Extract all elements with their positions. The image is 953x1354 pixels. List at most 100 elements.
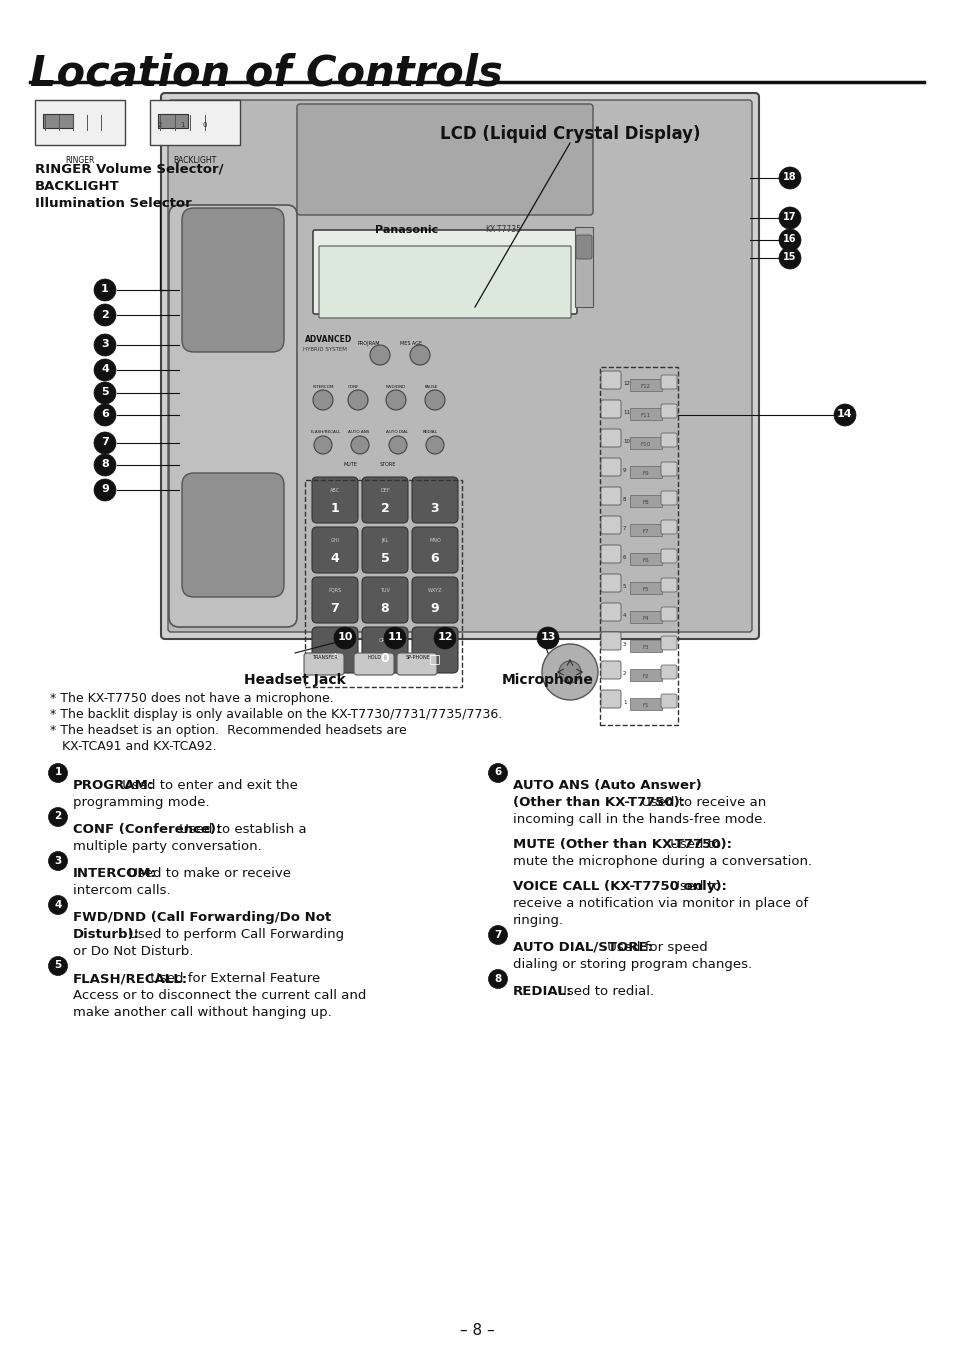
Text: 1: 1 bbox=[180, 122, 184, 129]
Text: 7: 7 bbox=[622, 525, 626, 531]
Text: 4: 4 bbox=[622, 613, 626, 617]
Text: F9: F9 bbox=[642, 471, 649, 477]
Circle shape bbox=[94, 334, 116, 356]
Circle shape bbox=[370, 345, 390, 366]
Text: *: * bbox=[332, 653, 338, 665]
Text: REDIAL: REDIAL bbox=[422, 431, 437, 435]
Text: Used to establish a: Used to establish a bbox=[174, 823, 306, 835]
Circle shape bbox=[434, 627, 456, 649]
Circle shape bbox=[384, 627, 406, 649]
Text: AUTO DIAL/STORE:: AUTO DIAL/STORE: bbox=[513, 941, 652, 955]
FancyBboxPatch shape bbox=[660, 375, 677, 389]
Circle shape bbox=[541, 645, 598, 700]
Bar bbox=[629, 699, 661, 709]
Text: AUTO ANS: AUTO ANS bbox=[348, 431, 369, 435]
FancyBboxPatch shape bbox=[361, 577, 408, 623]
Text: MUTE: MUTE bbox=[343, 462, 356, 467]
Text: VOICE CALL (KX-T7750 only):: VOICE CALL (KX-T7750 only): bbox=[513, 880, 726, 894]
FancyBboxPatch shape bbox=[182, 473, 284, 597]
Text: WXYZ: WXYZ bbox=[427, 588, 442, 593]
Text: 5: 5 bbox=[54, 960, 62, 971]
Text: Disturb):: Disturb): bbox=[73, 927, 140, 941]
FancyBboxPatch shape bbox=[660, 520, 677, 533]
Text: 6: 6 bbox=[622, 555, 626, 561]
Text: 6: 6 bbox=[101, 409, 109, 420]
FancyBboxPatch shape bbox=[660, 548, 677, 563]
Circle shape bbox=[424, 390, 444, 410]
Text: RINGER: RINGER bbox=[65, 156, 94, 165]
Circle shape bbox=[94, 432, 116, 454]
Text: Panasonic: Panasonic bbox=[375, 225, 437, 236]
Text: 1: 1 bbox=[54, 768, 62, 777]
Text: Used to make or receive: Used to make or receive bbox=[124, 867, 291, 880]
Text: ADVANCED: ADVANCED bbox=[305, 334, 352, 344]
Circle shape bbox=[94, 403, 116, 427]
Text: 15: 15 bbox=[782, 252, 796, 263]
FancyBboxPatch shape bbox=[660, 607, 677, 621]
FancyBboxPatch shape bbox=[600, 632, 620, 650]
FancyBboxPatch shape bbox=[600, 661, 620, 678]
Text: INTERCOM:: INTERCOM: bbox=[73, 867, 157, 880]
Bar bbox=[629, 379, 661, 391]
Text: 6: 6 bbox=[494, 768, 501, 777]
Circle shape bbox=[389, 436, 407, 454]
Text: 3: 3 bbox=[430, 502, 438, 515]
Text: FLASH/RECALL: FLASH/RECALL bbox=[311, 431, 341, 435]
Text: Headset Jack: Headset Jack bbox=[244, 673, 346, 686]
Circle shape bbox=[488, 764, 507, 783]
FancyBboxPatch shape bbox=[412, 527, 457, 573]
Circle shape bbox=[94, 305, 116, 326]
Text: 10: 10 bbox=[622, 439, 629, 444]
Text: Used for speed: Used for speed bbox=[602, 941, 707, 955]
Text: 3: 3 bbox=[54, 856, 62, 865]
FancyBboxPatch shape bbox=[412, 627, 457, 673]
Text: – 8 –: – 8 – bbox=[459, 1323, 494, 1338]
Text: Access or to disconnect the current call and: Access or to disconnect the current call… bbox=[73, 988, 366, 1002]
Text: F7: F7 bbox=[642, 529, 649, 533]
Text: 9: 9 bbox=[101, 485, 109, 494]
Bar bbox=[629, 611, 661, 623]
Text: 8: 8 bbox=[380, 603, 389, 615]
Text: AUTO DIAL: AUTO DIAL bbox=[386, 431, 408, 435]
Text: INTERCOM: INTERCOM bbox=[313, 385, 335, 389]
Text: AUTO ANS (Auto Answer): AUTO ANS (Auto Answer) bbox=[513, 779, 701, 792]
Text: KX-T7735: KX-T7735 bbox=[484, 225, 520, 234]
Text: F1: F1 bbox=[642, 703, 649, 708]
Circle shape bbox=[334, 627, 355, 649]
FancyBboxPatch shape bbox=[396, 653, 436, 676]
Text: make another call without hanging up.: make another call without hanging up. bbox=[73, 1006, 332, 1020]
Bar bbox=[150, 100, 240, 145]
Bar bbox=[599, 367, 678, 724]
Text: programming mode.: programming mode. bbox=[73, 796, 210, 808]
Text: F2: F2 bbox=[642, 674, 649, 678]
Text: FWD/DND: FWD/DND bbox=[386, 385, 406, 389]
FancyBboxPatch shape bbox=[318, 246, 571, 318]
FancyBboxPatch shape bbox=[600, 371, 620, 389]
Text: GHI: GHI bbox=[330, 538, 339, 543]
Text: 2: 2 bbox=[158, 122, 162, 129]
FancyBboxPatch shape bbox=[660, 492, 677, 505]
Circle shape bbox=[313, 390, 333, 410]
Circle shape bbox=[833, 403, 855, 427]
Circle shape bbox=[49, 956, 68, 975]
Bar bbox=[305, 481, 461, 686]
FancyBboxPatch shape bbox=[361, 627, 408, 673]
Text: OPER: OPER bbox=[378, 638, 391, 643]
Text: PAUSE: PAUSE bbox=[424, 385, 438, 389]
Text: 4: 4 bbox=[331, 552, 339, 565]
Circle shape bbox=[488, 926, 507, 945]
FancyBboxPatch shape bbox=[412, 577, 457, 623]
Text: 6: 6 bbox=[430, 552, 438, 565]
Text: Used to perform Call Forwarding: Used to perform Call Forwarding bbox=[124, 927, 344, 941]
Text: FWD/DND (Call Forwarding/Do Not: FWD/DND (Call Forwarding/Do Not bbox=[73, 911, 331, 923]
FancyBboxPatch shape bbox=[169, 204, 296, 627]
FancyBboxPatch shape bbox=[600, 458, 620, 477]
Bar bbox=[575, 227, 593, 307]
Circle shape bbox=[94, 279, 116, 301]
Text: MNO: MNO bbox=[429, 538, 440, 543]
Text: F11: F11 bbox=[640, 413, 650, 418]
Text: KX-TCA91 and KX-TCA92.: KX-TCA91 and KX-TCA92. bbox=[50, 741, 216, 753]
FancyBboxPatch shape bbox=[296, 104, 593, 215]
Text: MUTE (Other than KX-T7750):: MUTE (Other than KX-T7750): bbox=[513, 838, 731, 852]
Circle shape bbox=[410, 345, 430, 366]
